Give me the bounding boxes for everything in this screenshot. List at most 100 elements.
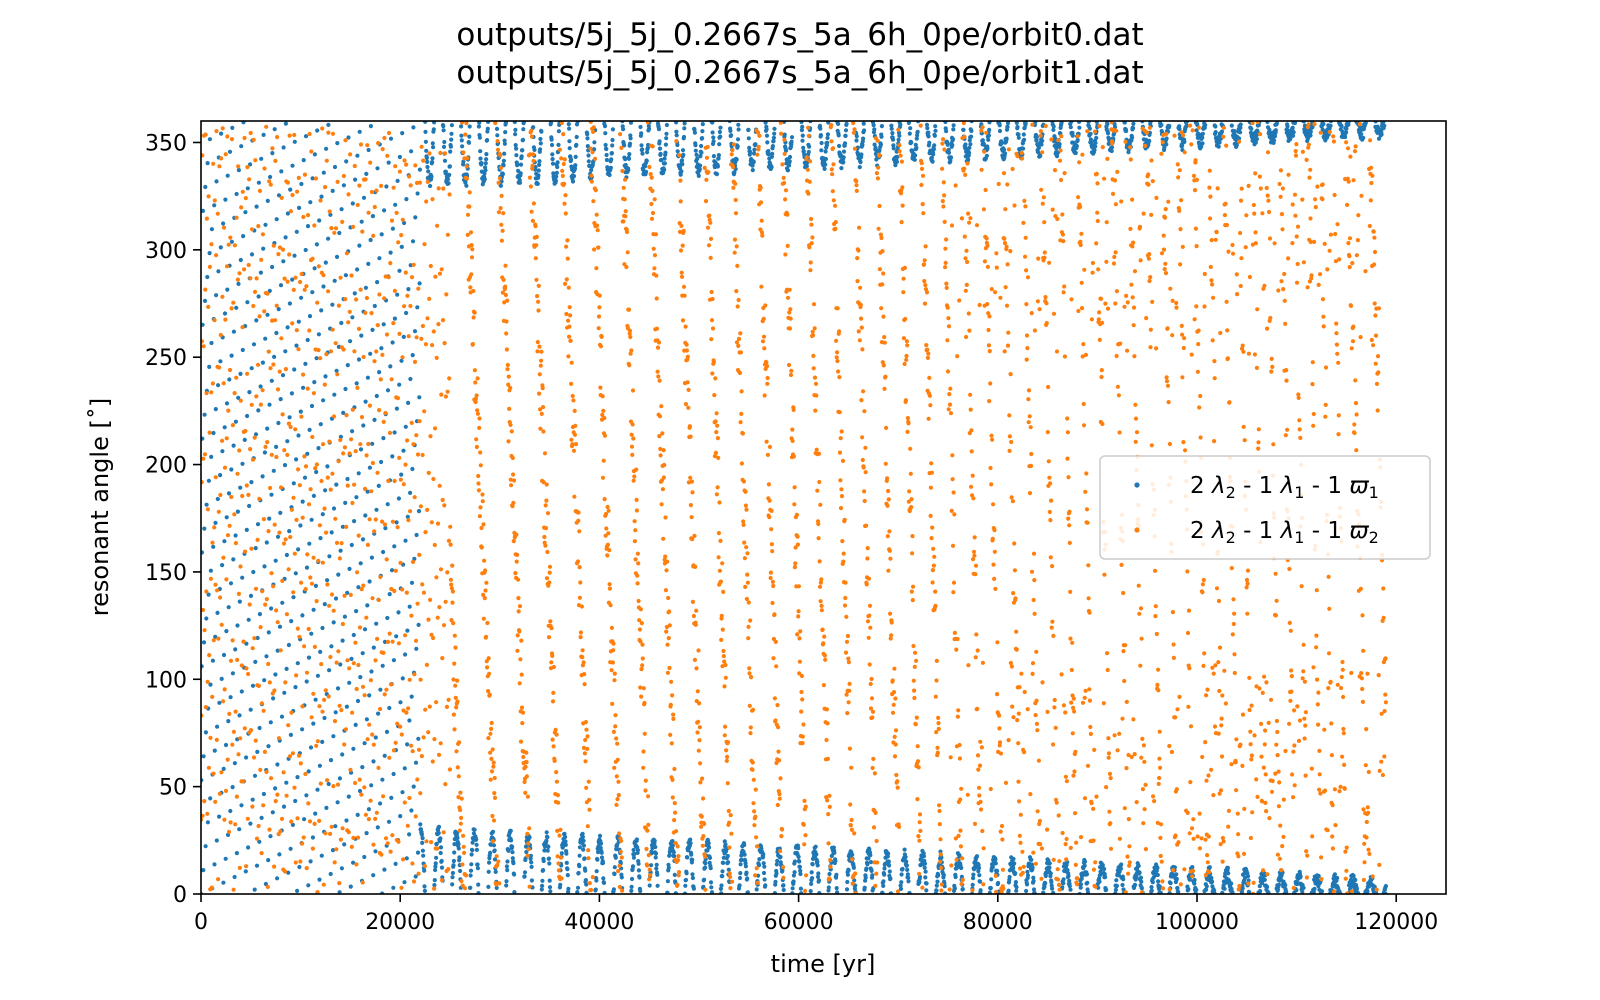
point-series-1 [1249, 126, 1254, 131]
point-series-2 [595, 228, 600, 233]
point-series-1 [375, 825, 380, 830]
point-series-1 [467, 134, 472, 139]
point-series-2 [385, 639, 391, 645]
point-series-1 [575, 885, 581, 890]
point-series-2 [507, 406, 512, 411]
point-series-2 [350, 500, 355, 506]
point-series-1 [350, 429, 355, 434]
point-series-2 [277, 369, 282, 374]
point-series-1 [359, 333, 364, 338]
point-series-1 [358, 561, 363, 566]
point-series-2 [517, 604, 523, 609]
point-series-2 [303, 771, 308, 777]
point-series-1 [433, 864, 438, 869]
point-series-1 [312, 266, 317, 271]
point-series-2 [381, 419, 386, 424]
plot-points [201, 121, 1388, 894]
point-series-2 [393, 740, 398, 745]
point-series-1 [375, 280, 380, 285]
point-series-2 [444, 292, 449, 297]
point-series-1 [501, 158, 506, 163]
point-series-2 [360, 684, 366, 689]
point-series-1 [248, 593, 254, 599]
point-series-1 [761, 870, 767, 876]
point-series-2 [539, 349, 544, 354]
point-series-2 [449, 582, 454, 587]
point-series-2 [562, 181, 567, 186]
point-series-1 [311, 721, 316, 726]
point-series-1 [1047, 865, 1052, 870]
point-series-1 [302, 475, 308, 480]
point-series-1 [487, 860, 492, 865]
point-series-2 [341, 451, 346, 456]
point-series-1 [584, 882, 589, 887]
point-series-2 [646, 853, 651, 858]
point-series-2 [272, 688, 277, 693]
point-series-1 [388, 136, 394, 141]
point-series-2 [370, 460, 375, 466]
point-series-1 [596, 850, 601, 855]
point-series-2 [423, 707, 428, 712]
point-series-1 [602, 890, 607, 894]
point-series-1 [220, 449, 225, 454]
point-series-1 [806, 149, 811, 155]
point-series-1 [320, 625, 325, 631]
point-series-1 [287, 415, 292, 420]
point-series-1 [303, 134, 309, 139]
point-series-1 [416, 622, 421, 628]
point-series-2 [241, 639, 246, 644]
point-series-1 [732, 170, 737, 175]
point-series-2 [642, 731, 647, 736]
point-series-1 [1119, 862, 1124, 867]
point-series-2 [305, 386, 310, 391]
point-series-2 [264, 597, 269, 602]
point-series-2 [317, 818, 322, 824]
point-series-2 [232, 243, 237, 248]
point-series-1 [816, 878, 822, 883]
point-series-2 [583, 720, 589, 725]
point-series-2 [395, 525, 400, 530]
point-series-2 [480, 492, 485, 497]
point-series-2 [314, 743, 319, 748]
point-series-2 [614, 774, 619, 779]
point-series-2 [623, 209, 628, 214]
point-series-1 [729, 133, 734, 138]
point-series-1 [720, 869, 725, 874]
point-series-2 [547, 580, 552, 585]
point-series-2 [398, 724, 403, 729]
point-series-1 [374, 393, 379, 399]
point-series-1 [923, 869, 928, 874]
point-series-1 [335, 686, 341, 691]
point-series-2 [321, 273, 326, 278]
point-series-1 [239, 803, 244, 808]
point-series-1 [823, 156, 829, 162]
point-series-2 [433, 274, 438, 279]
point-series-1 [1084, 872, 1090, 877]
point-series-2 [302, 287, 307, 292]
point-series-1 [1284, 890, 1289, 894]
point-series-2 [306, 801, 311, 806]
point-series-2 [416, 286, 421, 291]
point-series-1 [536, 168, 541, 173]
point-series-2 [378, 377, 383, 382]
point-series-2 [222, 465, 228, 470]
point-series-1 [341, 410, 346, 415]
point-series-1 [498, 183, 503, 188]
point-series-2 [382, 135, 387, 141]
point-series-1 [833, 858, 838, 864]
point-series-1 [445, 177, 450, 182]
point-series-1 [365, 603, 370, 608]
point-series-1 [1051, 127, 1056, 132]
point-series-2 [359, 792, 364, 797]
point-series-1 [1365, 889, 1370, 894]
point-series-1 [470, 840, 475, 845]
point-series-1 [645, 146, 650, 151]
point-series-1 [514, 153, 519, 158]
point-series-1 [282, 463, 288, 468]
point-series-1 [626, 168, 631, 173]
point-series-1 [236, 168, 241, 173]
point-series-1 [382, 867, 387, 872]
point-series-1 [609, 157, 614, 162]
point-series-1 [266, 744, 271, 749]
point-series-1 [246, 845, 251, 850]
